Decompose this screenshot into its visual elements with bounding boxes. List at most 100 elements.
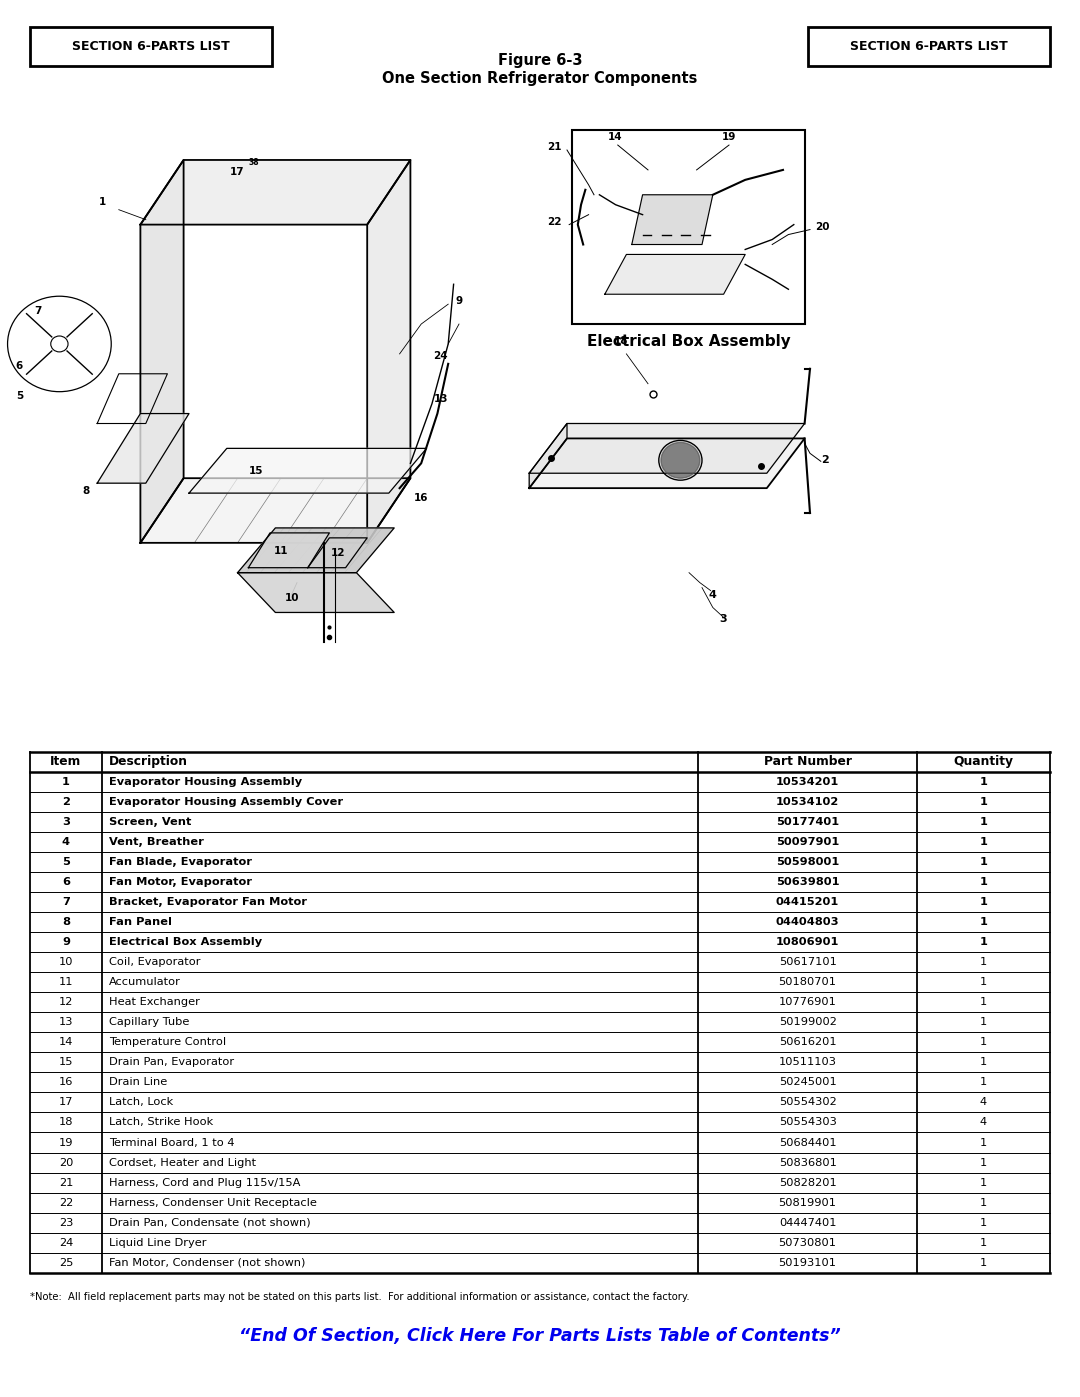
Text: Cordset, Heater and Light: Cordset, Heater and Light	[109, 1158, 256, 1168]
Text: 18: 18	[613, 335, 629, 346]
Polygon shape	[248, 532, 329, 567]
Text: 18: 18	[58, 1118, 73, 1127]
Text: 04415201: 04415201	[777, 897, 839, 907]
Text: SECTION 6-PARTS LIST: SECTION 6-PARTS LIST	[850, 41, 1008, 53]
Circle shape	[661, 443, 700, 478]
Polygon shape	[97, 414, 189, 483]
Text: Terminal Board, 1 to 4: Terminal Board, 1 to 4	[109, 1137, 234, 1147]
Text: 1: 1	[980, 1137, 987, 1147]
Text: 6: 6	[16, 360, 23, 370]
Text: 1: 1	[980, 957, 987, 967]
Text: Evaporator Housing Assembly: Evaporator Housing Assembly	[109, 777, 302, 787]
Text: 3: 3	[719, 615, 728, 624]
Text: Capillary Tube: Capillary Tube	[109, 1017, 190, 1027]
Text: 10: 10	[58, 957, 73, 967]
Polygon shape	[632, 194, 713, 244]
Text: Drain Pan, Evaporator: Drain Pan, Evaporator	[109, 1058, 234, 1067]
Text: 10511103: 10511103	[779, 1058, 837, 1067]
Text: One Section Refrigerator Components: One Section Refrigerator Components	[382, 70, 698, 85]
Text: 12: 12	[330, 548, 346, 557]
Text: 50836801: 50836801	[779, 1158, 837, 1168]
Text: 13: 13	[58, 1017, 73, 1027]
Text: 2: 2	[821, 455, 828, 465]
Text: 17: 17	[230, 166, 245, 177]
Text: “End Of Section, Click Here For Parts Lists Table of Contents”: “End Of Section, Click Here For Parts Li…	[239, 1327, 841, 1344]
Text: 11: 11	[273, 546, 288, 556]
Text: Heat Exchanger: Heat Exchanger	[109, 997, 200, 1007]
Text: Part Number: Part Number	[764, 756, 852, 768]
Text: 15: 15	[58, 1058, 73, 1067]
Text: 7: 7	[62, 897, 70, 907]
Text: 19: 19	[721, 133, 737, 142]
Text: 4: 4	[62, 837, 70, 847]
Text: Fan Motor, Condenser (not shown): Fan Motor, Condenser (not shown)	[109, 1257, 306, 1268]
Text: 13: 13	[433, 394, 448, 404]
Text: 22: 22	[548, 217, 562, 226]
Text: 1: 1	[99, 197, 106, 207]
Text: 1: 1	[980, 1037, 987, 1048]
Text: 15: 15	[248, 467, 264, 476]
Text: 10: 10	[284, 592, 299, 602]
Text: SECTION 6-PARTS LIST: SECTION 6-PARTS LIST	[72, 41, 230, 53]
Text: Drain Line: Drain Line	[109, 1077, 167, 1087]
Text: 3: 3	[62, 817, 70, 827]
Text: Electrical Box Assembly: Electrical Box Assembly	[109, 937, 262, 947]
Polygon shape	[605, 254, 745, 295]
Text: 1: 1	[980, 777, 987, 787]
Text: Vent, Breather: Vent, Breather	[109, 837, 204, 847]
Text: Evaporator Housing Assembly Cover: Evaporator Housing Assembly Cover	[109, 796, 343, 806]
Polygon shape	[529, 423, 567, 488]
Text: 22: 22	[58, 1197, 73, 1207]
Text: 14: 14	[58, 1037, 73, 1048]
Text: 24: 24	[58, 1238, 73, 1248]
Text: 24: 24	[433, 351, 448, 360]
Text: 50180701: 50180701	[779, 977, 837, 988]
Polygon shape	[367, 161, 410, 543]
Text: 1: 1	[980, 897, 987, 907]
Text: 50193101: 50193101	[779, 1257, 837, 1268]
Text: Fan Blade, Evaporator: Fan Blade, Evaporator	[109, 856, 252, 868]
Text: 1: 1	[980, 1178, 987, 1187]
Text: *Note:  All field replacement parts may not be stated on this parts list.  For a: *Note: All field replacement parts may n…	[30, 1292, 690, 1302]
Text: 8: 8	[62, 916, 70, 928]
Bar	[808, 28, 1050, 67]
Text: 23: 23	[58, 1218, 73, 1228]
Text: Fan Panel: Fan Panel	[109, 916, 172, 928]
Text: 1: 1	[980, 1158, 987, 1168]
Polygon shape	[140, 161, 410, 225]
Text: 50616201: 50616201	[779, 1037, 836, 1048]
Polygon shape	[140, 161, 184, 543]
Text: 21: 21	[58, 1178, 73, 1187]
Text: 9: 9	[62, 937, 70, 947]
Text: 1: 1	[980, 1017, 987, 1027]
Text: 21: 21	[548, 142, 562, 152]
Bar	[572, 130, 805, 324]
Polygon shape	[140, 478, 410, 543]
Text: 1: 1	[980, 916, 987, 928]
Text: Latch, Lock: Latch, Lock	[109, 1098, 174, 1108]
Text: 17: 17	[58, 1098, 73, 1108]
Text: 1: 1	[980, 997, 987, 1007]
Text: 5: 5	[62, 856, 70, 868]
Bar	[30, 28, 272, 67]
Text: 1: 1	[980, 1257, 987, 1268]
Polygon shape	[529, 423, 805, 474]
Text: 1: 1	[980, 1218, 987, 1228]
Text: 1: 1	[62, 777, 70, 787]
Text: 16: 16	[414, 493, 429, 503]
Text: 9: 9	[456, 296, 462, 306]
Text: Latch, Strike Hook: Latch, Strike Hook	[109, 1118, 214, 1127]
Text: 16: 16	[58, 1077, 73, 1087]
Text: 50639801: 50639801	[775, 877, 839, 887]
Text: 5: 5	[16, 391, 23, 401]
Text: 2: 2	[62, 796, 70, 806]
Text: 11: 11	[58, 977, 73, 988]
Text: 7: 7	[35, 306, 41, 316]
Text: 1: 1	[980, 817, 987, 827]
Text: 50199002: 50199002	[779, 1017, 837, 1027]
Text: 4: 4	[980, 1118, 987, 1127]
Text: 04447401: 04447401	[779, 1218, 836, 1228]
Text: 10806901: 10806901	[775, 937, 839, 947]
Text: Fan Motor, Evaporator: Fan Motor, Evaporator	[109, 877, 252, 887]
Text: Liquid Line Dryer: Liquid Line Dryer	[109, 1238, 206, 1248]
